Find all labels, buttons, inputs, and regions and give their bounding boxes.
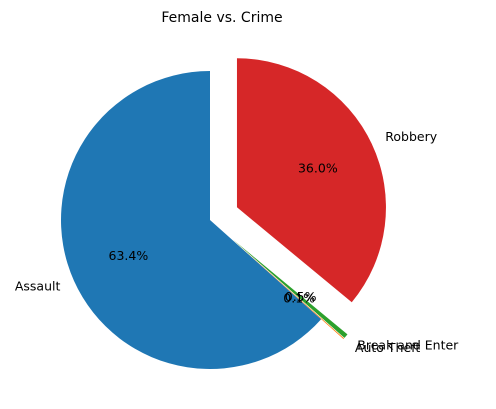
slice-pct-assault: 63.4% [109, 248, 149, 263]
slice-label-break-and-enter: Break and Enter [357, 337, 459, 352]
slice-pct-auto-theft: 0.1% [283, 291, 315, 306]
slice-robbery [236, 58, 386, 303]
pie-labels: Assault 63.4% Auto Theft 0.1% Break and Ente… [15, 129, 459, 355]
slice-assault [61, 71, 322, 369]
slice-pct-break-and-enter: 0.5% [285, 289, 317, 304]
slice-label-auto-theft: Auto Theft [355, 340, 420, 355]
chart-title: Female vs. Crime [161, 10, 282, 26]
slice-label-robbery: Robbery [385, 129, 437, 144]
slice-break-and-enter [232, 239, 348, 338]
pie-slices [61, 58, 386, 369]
slice-pct-robbery: 36.0% [298, 161, 338, 176]
slice-label-assault: Assault [15, 278, 61, 293]
slice-auto-theft [232, 239, 345, 340]
